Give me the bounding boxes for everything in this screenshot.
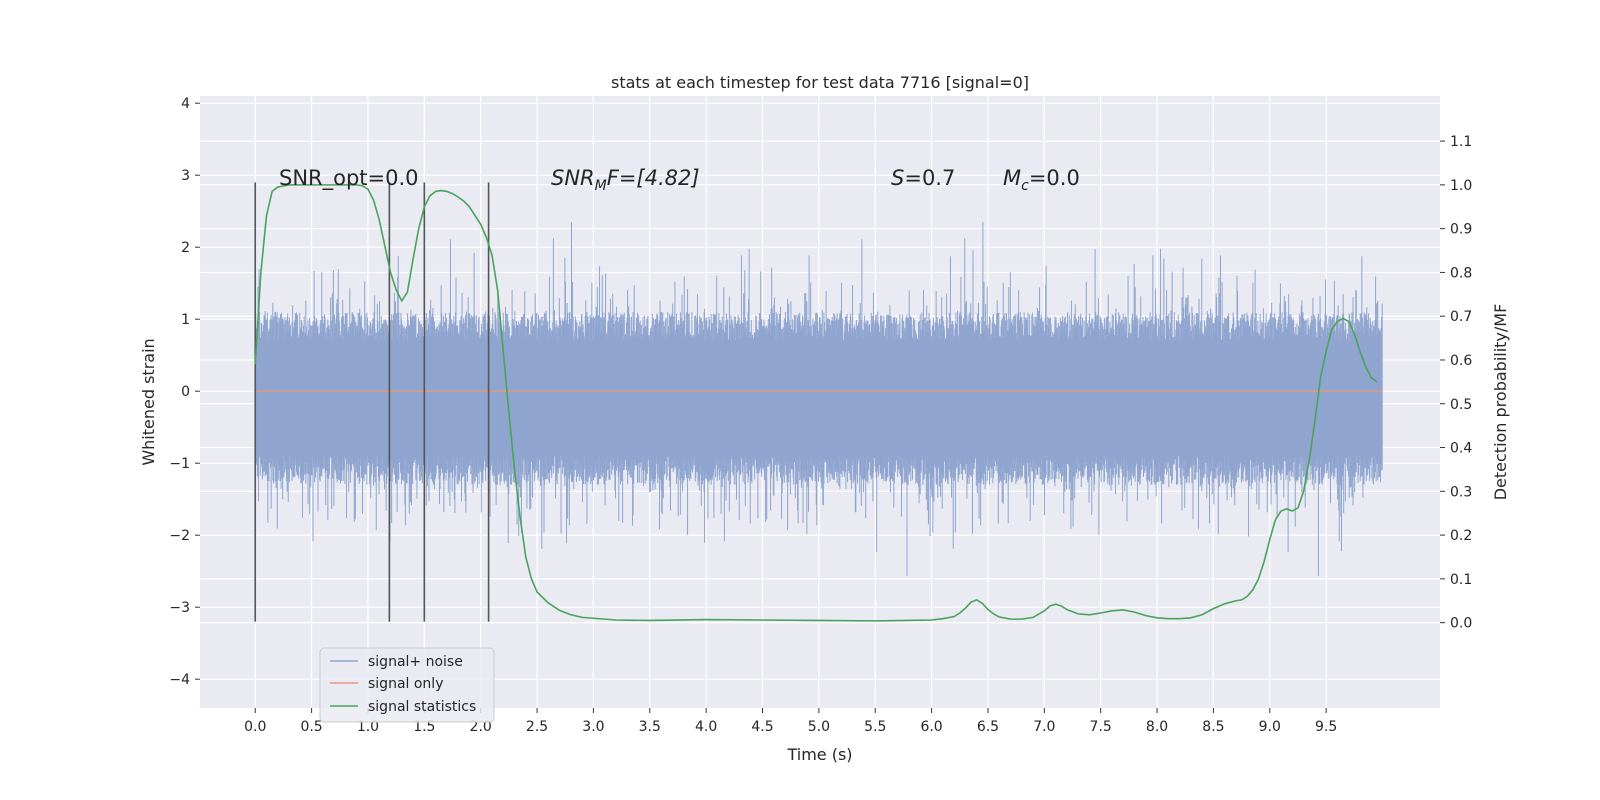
x-tick-label: 7.0 — [1033, 719, 1055, 735]
y-tick-label: −2 — [169, 528, 190, 544]
y-tick-label: 0 — [181, 384, 190, 400]
x-tick-label: 4.0 — [695, 719, 717, 735]
x-tick-label: 1.0 — [357, 719, 379, 735]
y-tick-label: −1 — [169, 456, 190, 472]
x-tick-label: 0.5 — [300, 719, 322, 735]
x-tick-label: 3.5 — [639, 719, 661, 735]
x-tick-label: 6.0 — [920, 719, 942, 735]
x-axis-label: Time (s) — [786, 745, 852, 764]
legend: signal+ noise signal only signal statist… — [319, 647, 495, 723]
annotation-snr-mf-rest: F=[4.82] — [607, 166, 700, 190]
x-tick-label: 2.0 — [470, 719, 492, 735]
annotation-mc-rest: =0.0 — [1029, 166, 1080, 190]
event-markers — [254, 182, 490, 622]
y2-tick-label: 0.9 — [1450, 222, 1472, 238]
y-axis-label: Whitened strain — [139, 338, 158, 465]
y2-tick-label: 1.0 — [1450, 178, 1472, 194]
y-axis-left-ticks: −4 −3 −2 −1 0 1 2 3 4 — [169, 96, 200, 688]
y2-tick-label: 0.0 — [1450, 616, 1472, 632]
x-axis-ticks: 0.0 0.5 1.0 1.5 2.0 2.5 3.0 3.5 4.0 4.5 5.0 5.5 6.0 6… — [244, 708, 1337, 735]
legend-label-statistics: signal statistics — [368, 699, 476, 715]
annotation-snr-mf-sub: M — [595, 178, 607, 194]
annotation-mc-var: M — [1003, 166, 1021, 190]
x-tick-label: 4.5 — [751, 719, 773, 735]
y2-tick-label: 0.5 — [1450, 397, 1472, 413]
legend-label-signal: signal only — [368, 676, 443, 692]
y2-tick-label: 0.8 — [1450, 265, 1472, 281]
x-tick-label: 2.5 — [526, 719, 548, 735]
signal-statistics-line — [254, 184, 1378, 622]
x-tick-label: 6.5 — [977, 719, 999, 735]
y2-tick-label: 0.2 — [1450, 528, 1472, 544]
annotation-snr-mf-var: SNR — [551, 166, 595, 190]
y-tick-label: 2 — [181, 240, 190, 256]
x-tick-label: 5.5 — [864, 719, 886, 735]
x-tick-label: 8.0 — [1146, 719, 1168, 735]
y-tick-label: −4 — [169, 672, 190, 688]
x-tick-label: 3.0 — [582, 719, 604, 735]
annotation-s-var: S — [891, 166, 904, 190]
x-tick-label: 8.5 — [1202, 719, 1224, 735]
y-tick-label: −3 — [169, 600, 190, 616]
y-axis-right-ticks: 0.0 0.1 0.2 0.3 0.4 0.5 0.6 0.7 0.8 0.9 1.0 1.1 — [1440, 134, 1472, 632]
annotation-mc-sub: c — [1021, 178, 1029, 194]
y2-tick-label: 0.3 — [1450, 484, 1472, 500]
x-tick-label: 5.0 — [808, 719, 830, 735]
y-tick-label: 4 — [181, 96, 190, 112]
chart-title: stats at each timestep for test data 771… — [611, 73, 1029, 92]
y2-tick-label: 0.6 — [1450, 353, 1472, 369]
annotation-s: S=0.7 — [891, 166, 955, 190]
annotation-s-rest: =0.7 — [904, 166, 955, 190]
y2-tick-label: 1.1 — [1450, 134, 1472, 150]
x-tick-label: 1.5 — [413, 719, 435, 735]
y2-axis-label: Detection probability/MF — [1491, 304, 1510, 501]
annotation-snr-mf: SNRMF=[4.82] — [551, 166, 700, 194]
annotation-mc: Mc=0.0 — [1003, 166, 1080, 194]
x-tick-label: 7.5 — [1090, 719, 1112, 735]
annotation-snr-opt: SNR_opt=0.0 — [279, 166, 419, 191]
y-tick-label: 3 — [181, 168, 190, 184]
x-tick-label: 0.0 — [244, 719, 266, 735]
y2-tick-label: 0.4 — [1450, 441, 1472, 457]
x-tick-label: 9.5 — [1315, 719, 1337, 735]
x-tick-label: 9.0 — [1259, 719, 1281, 735]
y-tick-label: 1 — [181, 312, 190, 328]
y2-tick-label: 0.7 — [1450, 309, 1472, 325]
legend-label-noise: signal+ noise — [368, 654, 463, 670]
legend-box — [319, 647, 495, 723]
y2-tick-label: 0.1 — [1450, 572, 1472, 588]
